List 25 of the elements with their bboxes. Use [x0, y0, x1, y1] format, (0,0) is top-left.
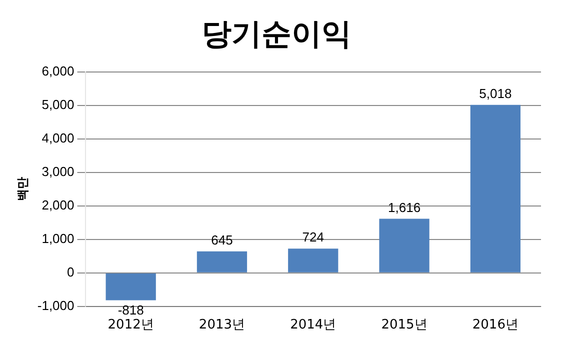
bar: [470, 104, 520, 272]
y-tick-label: 1,000: [42, 231, 74, 246]
y-tick-label: 0: [67, 264, 74, 280]
bar: [379, 218, 430, 272]
data-label: -818: [118, 302, 144, 318]
bar: [288, 248, 338, 272]
y-tick-label: 2,000: [42, 198, 74, 213]
bar: [196, 251, 248, 272]
y-tick-label: 4,000: [42, 130, 74, 146]
y-tick-label: 6,000: [42, 64, 74, 79]
bar: [106, 273, 156, 300]
y-tick-label: -1,000: [37, 298, 74, 313]
y-tick-label: 3,000: [42, 164, 74, 180]
x-tick-label: 2014년: [290, 318, 336, 333]
x-tick-label: 2015년: [381, 318, 428, 333]
data-label: 724: [302, 230, 324, 245]
y-axis-title: 백만: [15, 177, 30, 202]
data-label: 645: [211, 232, 233, 248]
y-tick-label: 5,000: [42, 97, 74, 112]
data-label: 1,616: [388, 200, 421, 215]
x-tick-label: 2012년: [108, 318, 154, 333]
x-tick-label: 2016년: [472, 318, 518, 333]
x-tick-label: 2013년: [198, 318, 246, 333]
data-label: 5,018: [479, 86, 512, 101]
chart-title: 당기순이익: [202, 16, 352, 52]
